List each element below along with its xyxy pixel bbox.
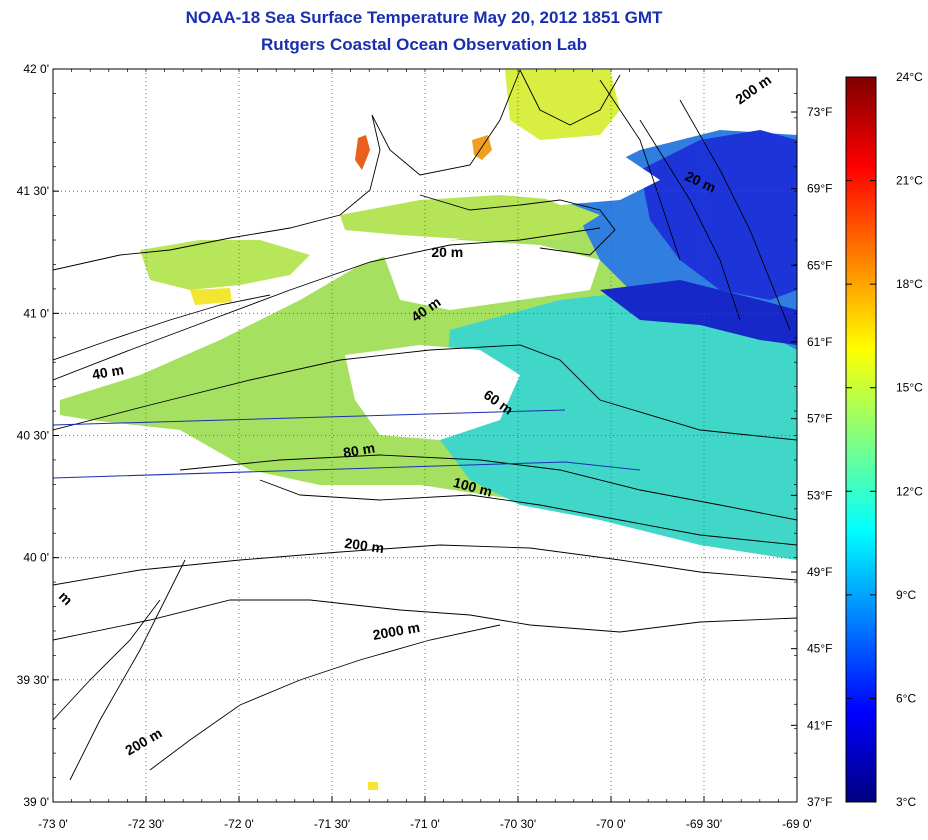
celsius-tick-label: 3°C (896, 795, 916, 809)
contour-label: 40 m (91, 361, 125, 382)
map-subtitle: Rutgers Coastal Ocean Observation Lab (261, 35, 587, 54)
celsius-tick-label: 15°C (896, 381, 923, 395)
map-title: NOAA-18 Sea Surface Temperature May 20, … (185, 8, 663, 27)
sst-mid-shelf (440, 270, 797, 560)
fahrenheit-tick-label: 69°F (807, 182, 832, 196)
sst-cloud-gap-2 (380, 240, 600, 310)
fahrenheit-tick-label: 73°F (807, 105, 832, 119)
lat-tick-label: 39 0' (23, 795, 49, 809)
colorbar-ticks: 3°C 6°C 9°C 12°C 15°C 18°C 21°C 24°C (846, 70, 923, 809)
lat-tick-label: 40 0' (23, 551, 49, 565)
contour-label: 200 m (344, 535, 386, 556)
lat-tick-label: 40 30' (17, 429, 49, 443)
lon-tick-label: -72 0' (224, 817, 254, 831)
celsius-tick-label: 24°C (896, 70, 923, 84)
lat-tick-label: 41 30' (17, 184, 49, 198)
lon-tick-label: -71 0' (410, 817, 440, 831)
fahrenheit-tick-label: 65°F (807, 258, 832, 272)
sst-field (60, 70, 797, 790)
lat-tick-label: 42 0' (23, 62, 49, 76)
fahrenheit-tick-label: 41°F (807, 718, 832, 732)
celsius-tick-label: 6°C (896, 691, 916, 705)
fahrenheit-tick-label: 45°F (807, 642, 832, 656)
sst-yellow-patch (190, 288, 232, 305)
lon-tick-label: -73 0' (38, 817, 68, 831)
coastline (53, 69, 621, 361)
sst-cloud-gap-1 (345, 345, 520, 440)
lon-tick-label: -70 0' (596, 817, 626, 831)
fahrenheit-tick-label: 49°F (807, 565, 832, 579)
contour-label: 200 m (122, 725, 164, 759)
sst-warm-spot-1 (355, 135, 370, 170)
fahrenheit-tick-label: 37°F (807, 795, 832, 809)
fahrenheit-tick-label: 53°F (807, 488, 832, 502)
contour-label: 80 m (342, 439, 376, 460)
celsius-tick-label: 18°C (896, 277, 923, 291)
contour-label: 2000 m (371, 619, 421, 643)
sst-yellow-speck (368, 782, 378, 790)
lon-tick-label: -69 30' (686, 817, 722, 831)
lon-tick-label: -72 30' (128, 817, 164, 831)
sst-cold-band (600, 280, 797, 345)
lat-tick-label: 39 30' (17, 673, 49, 687)
transect-lines (53, 409, 641, 479)
fahrenheit-tick-label: 61°F (807, 335, 832, 349)
sst-coastal-west (140, 240, 310, 290)
lat-tick-label: 41 0' (23, 306, 49, 320)
bathymetry-contours (53, 79, 797, 781)
celsius-tick-label: 9°C (896, 588, 916, 602)
fahrenheit-tick-label: 57°F (807, 412, 832, 426)
lon-tick-label: -71 30' (314, 817, 350, 831)
sst-yellow-north (505, 70, 620, 140)
colorbar (845, 76, 877, 803)
celsius-tick-label: 21°C (896, 174, 923, 188)
lon-tick-label: -70 30' (500, 817, 536, 831)
contour-label: m (56, 588, 76, 608)
sst-sound (340, 195, 600, 240)
celsius-tick-label: 12°C (896, 484, 923, 498)
sst-cloud-gap-3 (520, 140, 660, 205)
map-axis-ticks: -73 0' -72 30' -72 0' -71 30' -71 0' -70 30' -… (17, 62, 833, 831)
contour-label: 200 m (732, 71, 774, 107)
contour-label: 20 m (431, 244, 463, 260)
lon-tick-label: -69 0' (782, 817, 812, 831)
map-grid (53, 69, 797, 802)
